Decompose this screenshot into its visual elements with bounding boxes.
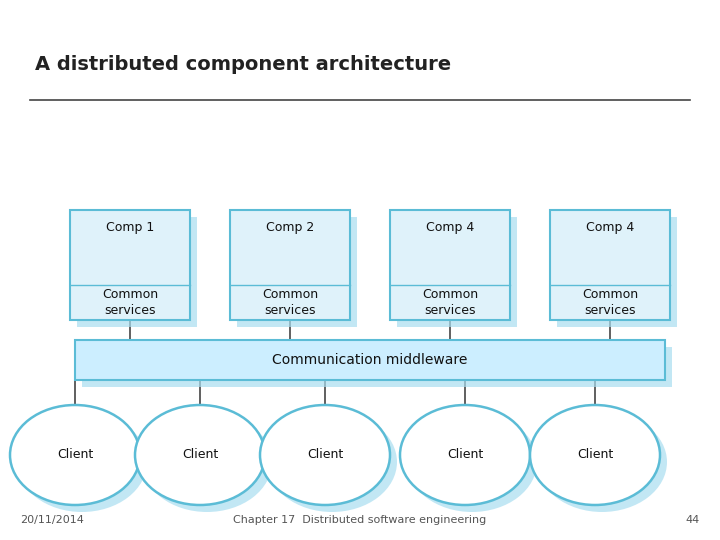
Text: 44: 44 xyxy=(685,515,700,525)
Ellipse shape xyxy=(17,412,147,512)
Text: Client: Client xyxy=(577,449,613,462)
Ellipse shape xyxy=(260,405,390,505)
Ellipse shape xyxy=(10,405,140,505)
FancyBboxPatch shape xyxy=(390,210,510,320)
FancyBboxPatch shape xyxy=(237,217,357,327)
FancyBboxPatch shape xyxy=(75,340,665,380)
Text: Client: Client xyxy=(307,449,343,462)
Text: Comp 2: Comp 2 xyxy=(266,221,314,234)
Text: Client: Client xyxy=(447,449,483,462)
Text: Chapter 17  Distributed software engineering: Chapter 17 Distributed software engineer… xyxy=(233,515,487,525)
Text: Client: Client xyxy=(57,449,93,462)
Ellipse shape xyxy=(267,412,397,512)
Ellipse shape xyxy=(530,405,660,505)
Ellipse shape xyxy=(400,405,530,505)
Text: Communication middleware: Communication middleware xyxy=(272,353,468,367)
Text: Common
services: Common services xyxy=(102,288,158,317)
Text: Client: Client xyxy=(182,449,218,462)
FancyBboxPatch shape xyxy=(77,217,197,327)
Ellipse shape xyxy=(142,412,272,512)
Ellipse shape xyxy=(537,412,667,512)
Ellipse shape xyxy=(407,412,537,512)
Ellipse shape xyxy=(135,405,265,505)
Text: 20/11/2014: 20/11/2014 xyxy=(20,515,84,525)
Text: Common
services: Common services xyxy=(582,288,638,317)
FancyBboxPatch shape xyxy=(70,210,190,320)
FancyBboxPatch shape xyxy=(82,347,672,387)
Text: Comp 4: Comp 4 xyxy=(586,221,634,234)
FancyBboxPatch shape xyxy=(557,217,677,327)
FancyBboxPatch shape xyxy=(230,210,350,320)
Text: Common
services: Common services xyxy=(262,288,318,317)
Text: Common
services: Common services xyxy=(422,288,478,317)
Text: A distributed component architecture: A distributed component architecture xyxy=(35,55,451,74)
FancyBboxPatch shape xyxy=(397,217,517,327)
Text: Comp 4: Comp 4 xyxy=(426,221,474,234)
Text: Comp 1: Comp 1 xyxy=(106,221,154,234)
FancyBboxPatch shape xyxy=(550,210,670,320)
